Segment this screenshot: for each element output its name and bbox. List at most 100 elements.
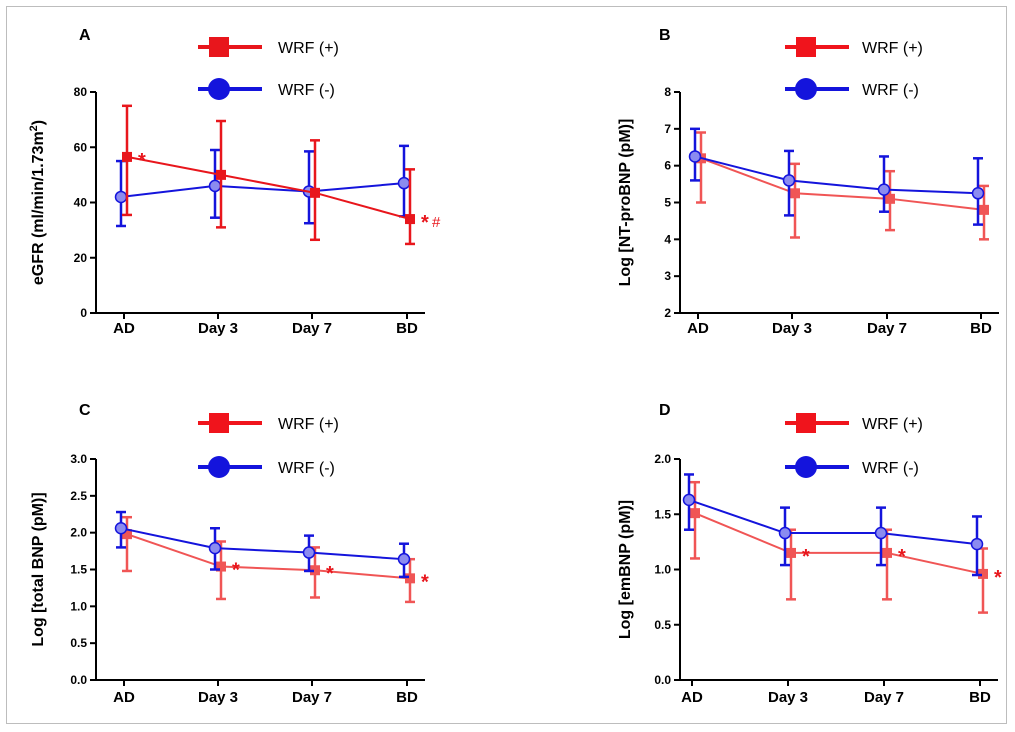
data-point-circle xyxy=(208,179,222,193)
legend-entry-wrf-pos: WRF (+) xyxy=(198,413,339,433)
y-tick-label: 3 xyxy=(664,269,671,283)
legend-label: WRF (+) xyxy=(278,40,339,57)
x-tick-label: Day 7 xyxy=(867,320,907,337)
legend-entry-wrf-neg: WRF (-) xyxy=(198,78,335,100)
y-tick-label: 1.0 xyxy=(70,599,87,613)
significance-star: * xyxy=(232,560,240,582)
x-tick-label: Day 3 xyxy=(772,320,812,337)
chart-panel-d: D 0.0 0.5 1.0 1.5 2.0 AD Day 3 Day 7 BD Log [emBNP… xyxy=(617,402,1002,706)
y-tick-label: 7 xyxy=(664,122,671,136)
x-tick-label: Day 3 xyxy=(198,689,238,706)
data-point-circle xyxy=(688,150,702,163)
x-tick-label: AD xyxy=(681,689,703,706)
y-tick-label: 40 xyxy=(74,196,88,210)
significance-star: * xyxy=(421,571,429,593)
y-tick-label: 3.0 xyxy=(70,452,87,466)
y-tick-label: 2.0 xyxy=(70,526,87,540)
series-line xyxy=(120,182,405,198)
panel-letter: B xyxy=(659,27,671,44)
panel-letter: C xyxy=(79,402,91,419)
data-point-circle xyxy=(208,541,222,555)
series-wrf-pos xyxy=(696,131,989,241)
data-point-square xyxy=(216,169,226,180)
legend-square-marker xyxy=(796,413,816,433)
significance-hash: # xyxy=(432,214,441,231)
series-wrf-pos xyxy=(690,480,988,614)
legend-entry-wrf-pos: WRF (+) xyxy=(198,37,339,57)
data-point-circle xyxy=(397,552,411,566)
series-wrf-neg xyxy=(688,127,985,226)
data-point-circle xyxy=(874,526,888,540)
data-point-square xyxy=(690,508,700,519)
y-tick-label: 0.5 xyxy=(70,636,87,650)
significance-star: * xyxy=(802,546,810,568)
legend-square-marker xyxy=(209,413,229,433)
chart-panel-c: C 0.0 0.5 1.0 1.5 2.0 2.5 3.0 AD Day 3 Day 7 BD Log … xyxy=(30,402,429,706)
x-tick-label: Day 7 xyxy=(864,689,904,706)
y-tick-label: 4 xyxy=(664,232,671,246)
legend-label: WRF (-) xyxy=(862,82,919,99)
y-tick-label: 60 xyxy=(74,140,88,154)
series-wrf-neg xyxy=(114,144,411,228)
data-point-square xyxy=(216,561,226,572)
data-point-circle xyxy=(778,526,792,540)
data-point-square xyxy=(790,188,800,199)
x-tick-label: BD xyxy=(396,689,418,706)
data-point-circle xyxy=(114,190,128,204)
legend-circle-marker xyxy=(208,78,230,100)
data-point-circle xyxy=(877,183,891,196)
legend-label: WRF (-) xyxy=(278,460,335,477)
legend-entry-wrf-pos: WRF (+) xyxy=(785,413,923,433)
significance-star: * xyxy=(138,150,146,172)
legend-label: WRF (+) xyxy=(862,40,923,57)
series-line xyxy=(126,155,411,221)
data-point-square xyxy=(122,529,132,540)
y-tick-label: 5 xyxy=(664,196,671,210)
series-line xyxy=(126,533,411,580)
y-axis-title: Log [total BNP (pM)] xyxy=(30,492,47,646)
series-line xyxy=(700,157,985,211)
x-tick-label: Day 7 xyxy=(292,689,332,706)
panel-letter: D xyxy=(659,402,671,419)
data-point-circle xyxy=(397,176,411,190)
data-point-square xyxy=(882,547,892,558)
legend-label: WRF (+) xyxy=(278,416,339,433)
data-point-square xyxy=(978,568,988,579)
series-wrf-neg xyxy=(114,510,411,579)
x-tick-label: AD xyxy=(687,320,709,337)
x-tick-label: BD xyxy=(396,320,418,337)
legend-circle-marker xyxy=(208,456,230,478)
data-point-square xyxy=(979,204,989,215)
figure-border xyxy=(6,6,1007,724)
y-tick-label: 6 xyxy=(664,159,671,173)
panel-letter: A xyxy=(79,27,91,44)
chart-panel-a: A 0 20 40 60 80 AD Day 3 Day 7 BD eGFR (ml/min/1.7… xyxy=(28,27,441,337)
data-point-circle xyxy=(114,521,128,535)
legend-entry-wrf-neg: WRF (-) xyxy=(198,456,335,478)
legend-entry-wrf-neg: WRF (-) xyxy=(785,78,919,100)
significance-star: * xyxy=(994,567,1002,589)
y-axis-title: Log [NT-proBNP (pM)] xyxy=(617,119,634,287)
significance-star: * xyxy=(421,212,429,234)
y-tick-label: 0.0 xyxy=(654,673,671,687)
data-point-circle xyxy=(302,546,316,559)
y-tick-label: 80 xyxy=(74,85,88,99)
significance-star: * xyxy=(898,546,906,568)
data-point-square xyxy=(405,214,415,225)
data-point-circle xyxy=(971,187,985,200)
data-point-square xyxy=(786,547,796,558)
x-tick-label: BD xyxy=(969,689,991,706)
y-axis-title: Log [emBNP (pM)] xyxy=(617,500,634,639)
series-wrf-pos xyxy=(122,104,415,246)
legend-circle-marker xyxy=(795,456,817,478)
series-line xyxy=(694,512,984,575)
legend-entry-wrf-neg: WRF (-) xyxy=(785,456,919,478)
series-line xyxy=(688,498,978,546)
y-tick-label: 1.5 xyxy=(70,563,87,577)
y-tick-label: 1.5 xyxy=(654,507,671,521)
significance-star: * xyxy=(326,563,334,585)
y-axis-title: eGFR (ml/min/1.73m2) xyxy=(28,120,47,285)
legend-circle-marker xyxy=(795,78,817,100)
